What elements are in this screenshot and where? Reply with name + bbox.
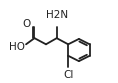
Text: O: O <box>22 19 31 29</box>
Text: HO: HO <box>8 42 25 52</box>
Text: Cl: Cl <box>63 70 73 80</box>
Text: H2N: H2N <box>46 10 68 20</box>
